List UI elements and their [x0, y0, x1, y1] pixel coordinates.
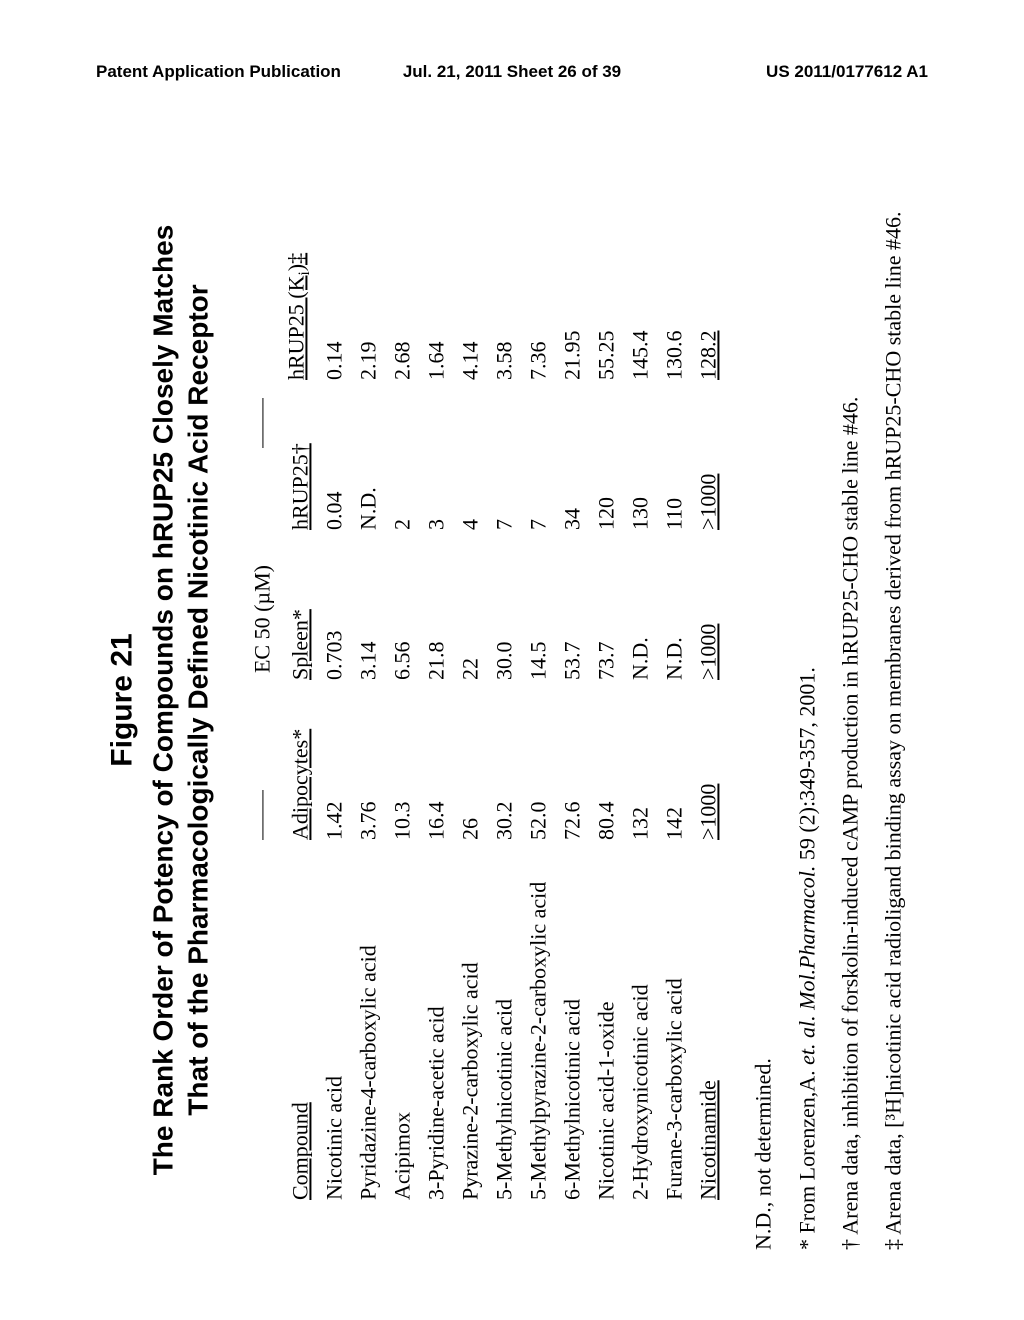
footnote-star-ital: et. al. Mol.Pharmacol.: [794, 866, 819, 1065]
compound-cell: 6-Methylnicotinic acid: [556, 840, 590, 1200]
adipocytes-cell: 132: [624, 680, 658, 840]
spleen-cell: 53.7: [556, 530, 590, 680]
table-row: 3-Pyridine-acetic acid16.421.831.64: [420, 200, 454, 1200]
hrup25_ec50-cell: 4: [454, 380, 488, 530]
spleen-cell: >1000: [692, 530, 726, 680]
spleen-cell: 3.14: [352, 530, 386, 680]
header-right: US 2011/0177612 A1: [766, 62, 928, 82]
hrup25_ki-cell: 1.64: [420, 200, 454, 380]
table-row: 5-Methylpyrazine-2-carboxylic acid52.014…: [522, 200, 556, 1200]
hrup25_ki-cell: 21.95: [556, 200, 590, 380]
figure-title-line1: The Rank Order of Potency of Compounds o…: [147, 225, 178, 1176]
figure-title-line2: That of the Pharmacologically Defined Ni…: [182, 284, 213, 1115]
col-hrup25-ki: hRUP25 (Ki)‡: [279, 200, 317, 380]
adipocytes-cell: 142: [658, 680, 692, 840]
table-row: Nicotinamide>1000>1000>1000128.2: [692, 200, 726, 1200]
hrup25_ec50-cell: >1000: [692, 380, 726, 530]
hrup25_ec50-cell: N.D.: [352, 380, 386, 530]
table-body: Nicotinic acid1.420.7030.040.14Pyridazin…: [318, 200, 726, 1200]
adipocytes-cell: 26: [454, 680, 488, 840]
spleen-cell: 14.5: [522, 530, 556, 680]
spleen-cell: 73.7: [590, 530, 624, 680]
ec50-spanner: EC 50 (µM): [245, 380, 279, 840]
footnote-star: * From Lorenzen,A. et. al. Mol.Pharmacol…: [789, 150, 824, 1250]
hrup25_ki-cell: 55.25: [590, 200, 624, 380]
hrup25_ki-cell: 2.68: [386, 200, 420, 380]
footnote-ddagger: ‡ Arena data, [³H]nicotinic acid radioli…: [875, 150, 910, 1250]
spleen-cell: 6.56: [386, 530, 420, 680]
figure-label: Figure 21: [105, 150, 139, 1250]
hrup25_ki-cell: 145.4: [624, 200, 658, 380]
table-row: Pyrazine-2-carboxylic acid262244.14: [454, 200, 488, 1200]
ec50-spanner-label: EC 50 (µM): [249, 565, 275, 673]
hrup25_ki-cell: 128.2: [692, 200, 726, 380]
col-spleen: Spleen*: [279, 530, 317, 680]
adipocytes-cell: 80.4: [590, 680, 624, 840]
table-row: Pyridazine-4-carboxylic acid3.763.14N.D.…: [352, 200, 386, 1200]
col-adipocytes: Adipocytes*: [279, 680, 317, 840]
table-row: 6-Methylnicotinic acid72.653.73421.95: [556, 200, 590, 1200]
hrup25_ki-cell: 0.14: [318, 200, 352, 380]
compound-cell: Acipimox: [386, 840, 420, 1200]
hrup25_ec50-cell: 0.04: [318, 380, 352, 530]
hrup25_ec50-cell: 7: [522, 380, 556, 530]
compound-cell: Pyridazine-4-carboxylic acid: [352, 840, 386, 1200]
footnote-dagger: † Arena data, inhibition of forskolin-in…: [832, 150, 867, 1250]
hrup25_ec50-cell: 34: [556, 380, 590, 530]
adipocytes-cell: 10.3: [386, 680, 420, 840]
hrup25_ec50-cell: 130: [624, 380, 658, 530]
spleen-cell: N.D.: [658, 530, 692, 680]
compound-cell: 5-Methylnicotinic acid: [488, 840, 522, 1200]
table-row: 2-Hydroxynicotinic acid132N.D.130145.4: [624, 200, 658, 1200]
col-compound: Compound: [279, 840, 317, 1200]
potency-table: EC 50 (µM) Compound Adipocytes* Spleen* …: [245, 200, 725, 1200]
table-spanner-row: EC 50 (µM): [245, 200, 279, 1200]
figure-21: Figure 21 The Rank Order of Potency of C…: [105, 150, 910, 1250]
adipocytes-cell: 52.0: [522, 680, 556, 840]
compound-cell: 2-Hydroxynicotinic acid: [624, 840, 658, 1200]
hrup25_ec50-cell: 2: [386, 380, 420, 530]
hrup25_ki-cell: 7.36: [522, 200, 556, 380]
nd-note: N.D., not determined.: [746, 150, 781, 1250]
figure-title: The Rank Order of Potency of Compounds o…: [145, 150, 215, 1250]
hrup25_ec50-cell: 110: [658, 380, 692, 530]
compound-cell: Nicotinic acid-1-oxide: [590, 840, 624, 1200]
adipocytes-cell: 3.76: [352, 680, 386, 840]
compound-cell: 3-Pyridine-acetic acid: [420, 840, 454, 1200]
compound-cell: Nicotinamide: [692, 840, 726, 1200]
adipocytes-cell: 16.4: [420, 680, 454, 840]
table-row: 5-Methylnicotinic acid30.230.073.58: [488, 200, 522, 1200]
spleen-cell: 0.703: [318, 530, 352, 680]
footnotes: N.D., not determined. * From Lorenzen,A.…: [746, 150, 911, 1250]
col-hrup25-ec50: hRUP25†: [279, 380, 317, 530]
table-row: Furane-3-carboxylic acid142N.D.110130.6: [658, 200, 692, 1200]
table-row: Nicotinic acid-1-oxide80.473.712055.25: [590, 200, 624, 1200]
adipocytes-cell: 72.6: [556, 680, 590, 840]
table-row: Acipimox10.36.5622.68: [386, 200, 420, 1200]
compound-cell: Furane-3-carboxylic acid: [658, 840, 692, 1200]
hrup25_ec50-cell: 3: [420, 380, 454, 530]
hrup25_ec50-cell: 7: [488, 380, 522, 530]
adipocytes-cell: 1.42: [318, 680, 352, 840]
footnote-star-prefix: * From Lorenzen,A.: [794, 1065, 819, 1250]
hrup25_ki-cell: 130.6: [658, 200, 692, 380]
hrup25_ki-cell: 4.14: [454, 200, 488, 380]
footnote-star-suffix: 59 (2):349-357, 2001.: [794, 667, 819, 866]
hrup25_ki-cell: 2.19: [352, 200, 386, 380]
hrup25_ki-cell: 3.58: [488, 200, 522, 380]
hrup25_ec50-cell: 120: [590, 380, 624, 530]
spleen-cell: 30.0: [488, 530, 522, 680]
table-header-row: Compound Adipocytes* Spleen* hRUP25† hRU…: [279, 200, 317, 1200]
compound-cell: Pyrazine-2-carboxylic acid: [454, 840, 488, 1200]
table-row: Nicotinic acid1.420.7030.040.14: [318, 200, 352, 1200]
compound-cell: Nicotinic acid: [318, 840, 352, 1200]
spleen-cell: 22: [454, 530, 488, 680]
adipocytes-cell: 30.2: [488, 680, 522, 840]
adipocytes-cell: >1000: [692, 680, 726, 840]
spleen-cell: N.D.: [624, 530, 658, 680]
compound-cell: 5-Methylpyrazine-2-carboxylic acid: [522, 840, 556, 1200]
spleen-cell: 21.8: [420, 530, 454, 680]
rotated-figure-wrap: Figure 21 The Rank Order of Potency of C…: [105, 150, 918, 1250]
